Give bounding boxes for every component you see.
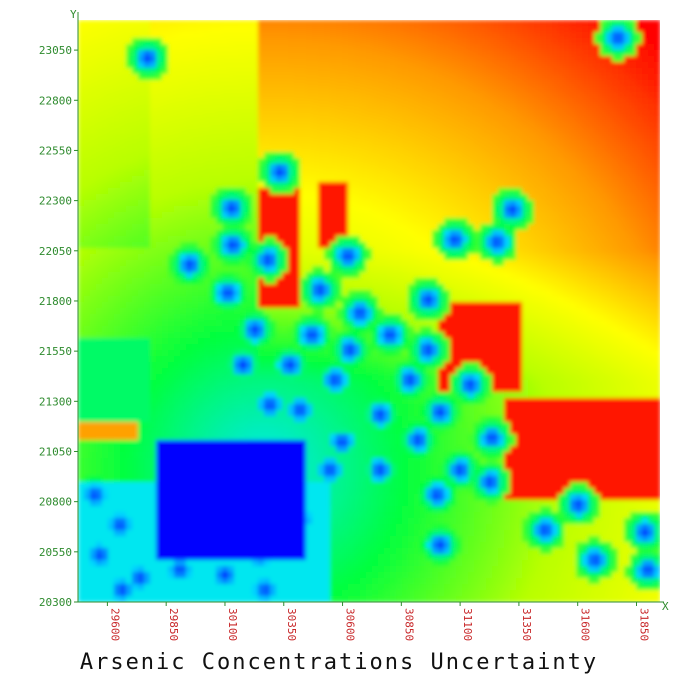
y-tick-label: 21550 [39, 345, 72, 358]
y-axis-name: Y [70, 8, 77, 21]
x-tick-label: 31100 [461, 608, 474, 641]
y-tick-label: 20800 [39, 496, 72, 509]
y-tick-label: 23050 [39, 44, 72, 57]
chart-title: Arsenic Concentrations Uncertainty [79, 650, 599, 675]
x-tick-label: 31600 [579, 608, 592, 641]
x-tick-label: 29850 [167, 608, 180, 641]
y-tick-label: 21800 [39, 295, 72, 308]
plot-area [78, 20, 660, 602]
x-tick-label: 30350 [285, 608, 298, 641]
x-tick-label: 30100 [226, 608, 239, 641]
x-axis-name: X [662, 600, 669, 613]
x-axis: 29600 29850 30100 30350 30600 30850 31100 31350… [106, 602, 650, 641]
x-tick-label: 30850 [402, 608, 415, 641]
y-tick-label: 22800 [39, 94, 72, 107]
y-tick-label: 21050 [39, 445, 72, 458]
y-tick-label: 20300 [39, 596, 72, 609]
y-tick-label: 22300 [39, 195, 72, 208]
y-tick-label: 22050 [39, 245, 72, 258]
x-tick-label: 31850 [637, 608, 650, 641]
x-tick-label: 29600 [108, 608, 121, 641]
y-tick-label: 20550 [39, 546, 72, 559]
x-tick-label: 30600 [344, 608, 357, 641]
y-axis: 20300 20550 20800 21050 21300 21550 21800 22050… [39, 44, 78, 609]
y-tick-label: 21300 [39, 395, 72, 408]
y-tick-label: 22550 [39, 144, 72, 157]
x-tick-label: 31350 [520, 608, 533, 641]
